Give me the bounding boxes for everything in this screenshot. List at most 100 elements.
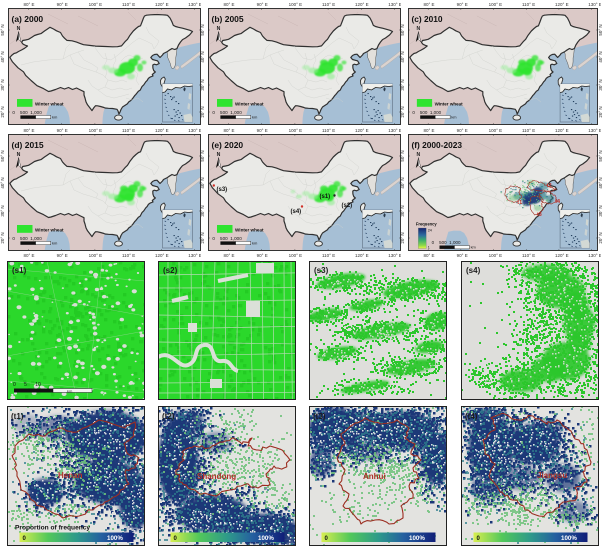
svg-text:Winter wheat: Winter wheat <box>434 101 463 106</box>
svg-text:Henan: Henan <box>58 471 83 480</box>
svg-text:(s2): (s2) <box>163 266 178 275</box>
svg-text:(s2): (s2) <box>341 203 352 209</box>
svg-text:130° E: 130° E <box>588 127 601 132</box>
svg-text:40° N: 40° N <box>200 51 205 62</box>
svg-text:(s4): (s4) <box>466 266 481 275</box>
svg-text:Proportion of frequency: Proportion of frequency <box>15 525 90 532</box>
svg-text:Winter wheat: Winter wheat <box>235 101 264 106</box>
svg-text:(s4): (s4) <box>290 209 301 215</box>
svg-text:50° N: 50° N <box>400 24 405 35</box>
svg-text:30° N: 30° N <box>400 79 405 90</box>
svg-text:120° E: 120° E <box>555 253 569 258</box>
svg-text:N: N <box>16 152 20 158</box>
svg-text:30° N: 30° N <box>400 205 405 216</box>
svg-text:110° E: 110° E <box>521 253 534 258</box>
svg-text:90° E: 90° E <box>456 253 467 258</box>
svg-text:N: N <box>216 152 220 158</box>
svg-text:130° E: 130° E <box>388 2 401 7</box>
svg-text:(d) 2015: (d) 2015 <box>11 140 43 150</box>
svg-text:20° N: 20° N <box>598 106 603 117</box>
svg-text:Frequency: Frequency <box>415 221 437 226</box>
svg-text:100%: 100% <box>107 535 123 542</box>
svg-text:110° E: 110° E <box>521 127 534 132</box>
svg-text:90° E: 90° E <box>456 2 467 7</box>
svg-text:30° N: 30° N <box>598 79 603 90</box>
svg-text:110° E: 110° E <box>521 2 534 7</box>
svg-text:50° N: 50° N <box>200 150 205 161</box>
svg-text:30° N: 30° N <box>200 205 205 216</box>
svg-text:Winter wheat: Winter wheat <box>35 227 64 232</box>
svg-text:50° N: 50° N <box>400 150 405 161</box>
svg-text:(s1): (s1) <box>12 266 27 275</box>
svg-text:20° N: 20° N <box>598 232 603 243</box>
svg-text:km: km <box>470 244 476 249</box>
svg-text:80° E: 80° E <box>423 127 434 132</box>
svg-text:t4: t4 <box>555 198 560 204</box>
svg-text:110° E: 110° E <box>121 253 134 258</box>
svg-text:130° E: 130° E <box>188 253 201 258</box>
svg-text:t1: t1 <box>517 199 522 205</box>
svg-text:130° E: 130° E <box>388 253 401 258</box>
svg-text:100%: 100% <box>561 535 577 542</box>
svg-text:80° E: 80° E <box>223 2 234 7</box>
svg-text:t2: t2 <box>546 182 551 188</box>
svg-text:90° E: 90° E <box>56 127 67 132</box>
svg-text:(s3): (s3) <box>314 266 329 275</box>
svg-text:110° E: 110° E <box>321 253 334 258</box>
svg-text:120° E: 120° E <box>355 2 369 7</box>
svg-text:20° N: 20° N <box>0 232 5 243</box>
svg-text:0: 0 <box>174 536 178 542</box>
svg-text:40° N: 40° N <box>400 51 405 62</box>
svg-text:50° N: 50° N <box>598 150 603 161</box>
svg-text:120° E: 120° E <box>355 253 369 258</box>
svg-text:100%: 100% <box>258 535 274 542</box>
svg-text:0: 0 <box>325 536 329 542</box>
svg-text:1: 1 <box>427 245 429 249</box>
svg-text:40° N: 40° N <box>0 177 5 188</box>
svg-text:0: 0 <box>476 536 480 542</box>
svg-text:50° N: 50° N <box>598 24 603 35</box>
svg-text:90° E: 90° E <box>256 2 267 7</box>
svg-text:20° N: 20° N <box>400 232 405 243</box>
svg-text:130° E: 130° E <box>188 2 201 7</box>
svg-text:N: N <box>16 26 20 32</box>
svg-text:30° N: 30° N <box>200 79 205 90</box>
svg-text:Winter wheat: Winter wheat <box>235 227 264 232</box>
svg-text:130° E: 130° E <box>588 2 601 7</box>
svg-text:(s1): (s1) <box>319 194 330 200</box>
svg-text:80° E: 80° E <box>23 127 34 132</box>
svg-text:km: km <box>67 389 73 394</box>
svg-text:50° N: 50° N <box>0 24 5 35</box>
svg-text:100° E: 100° E <box>288 2 302 7</box>
svg-text:120° E: 120° E <box>155 253 169 258</box>
svg-text:km: km <box>252 115 258 120</box>
svg-text:0 5 10: 0 5 10 <box>13 382 41 388</box>
svg-text:90° E: 90° E <box>256 253 267 258</box>
svg-text:(f) 2000-2023: (f) 2000-2023 <box>411 139 462 149</box>
svg-text:100° E: 100° E <box>488 2 502 7</box>
svg-text:130° E: 130° E <box>588 253 601 258</box>
svg-text:110° E: 110° E <box>121 127 134 132</box>
svg-text:80° E: 80° E <box>23 2 34 7</box>
svg-text:0 500 1,000: 0 500 1,000 <box>431 239 460 244</box>
svg-text:40° N: 40° N <box>0 51 5 62</box>
svg-text:100° E: 100° E <box>88 127 102 132</box>
svg-text:80° E: 80° E <box>423 2 434 7</box>
svg-text:80° E: 80° E <box>23 253 34 258</box>
svg-text:Anhui: Anhui <box>363 472 386 481</box>
svg-text:40° N: 40° N <box>200 177 205 188</box>
svg-text:110° E: 110° E <box>321 127 334 132</box>
svg-text:N: N <box>216 26 220 32</box>
svg-text:100° E: 100° E <box>88 253 102 258</box>
svg-text:120° E: 120° E <box>555 127 569 132</box>
svg-text:100° E: 100° E <box>288 253 302 258</box>
svg-text:40° N: 40° N <box>598 177 603 188</box>
svg-text:(t2): (t2) <box>162 412 175 421</box>
svg-text:N: N <box>416 151 420 157</box>
svg-text:100%: 100% <box>409 535 425 542</box>
svg-text:100° E: 100° E <box>488 253 502 258</box>
svg-text:20° N: 20° N <box>0 106 5 117</box>
svg-text:120° E: 120° E <box>355 127 369 132</box>
svg-text:120° E: 120° E <box>555 2 569 7</box>
svg-text:100° E: 100° E <box>488 127 502 132</box>
